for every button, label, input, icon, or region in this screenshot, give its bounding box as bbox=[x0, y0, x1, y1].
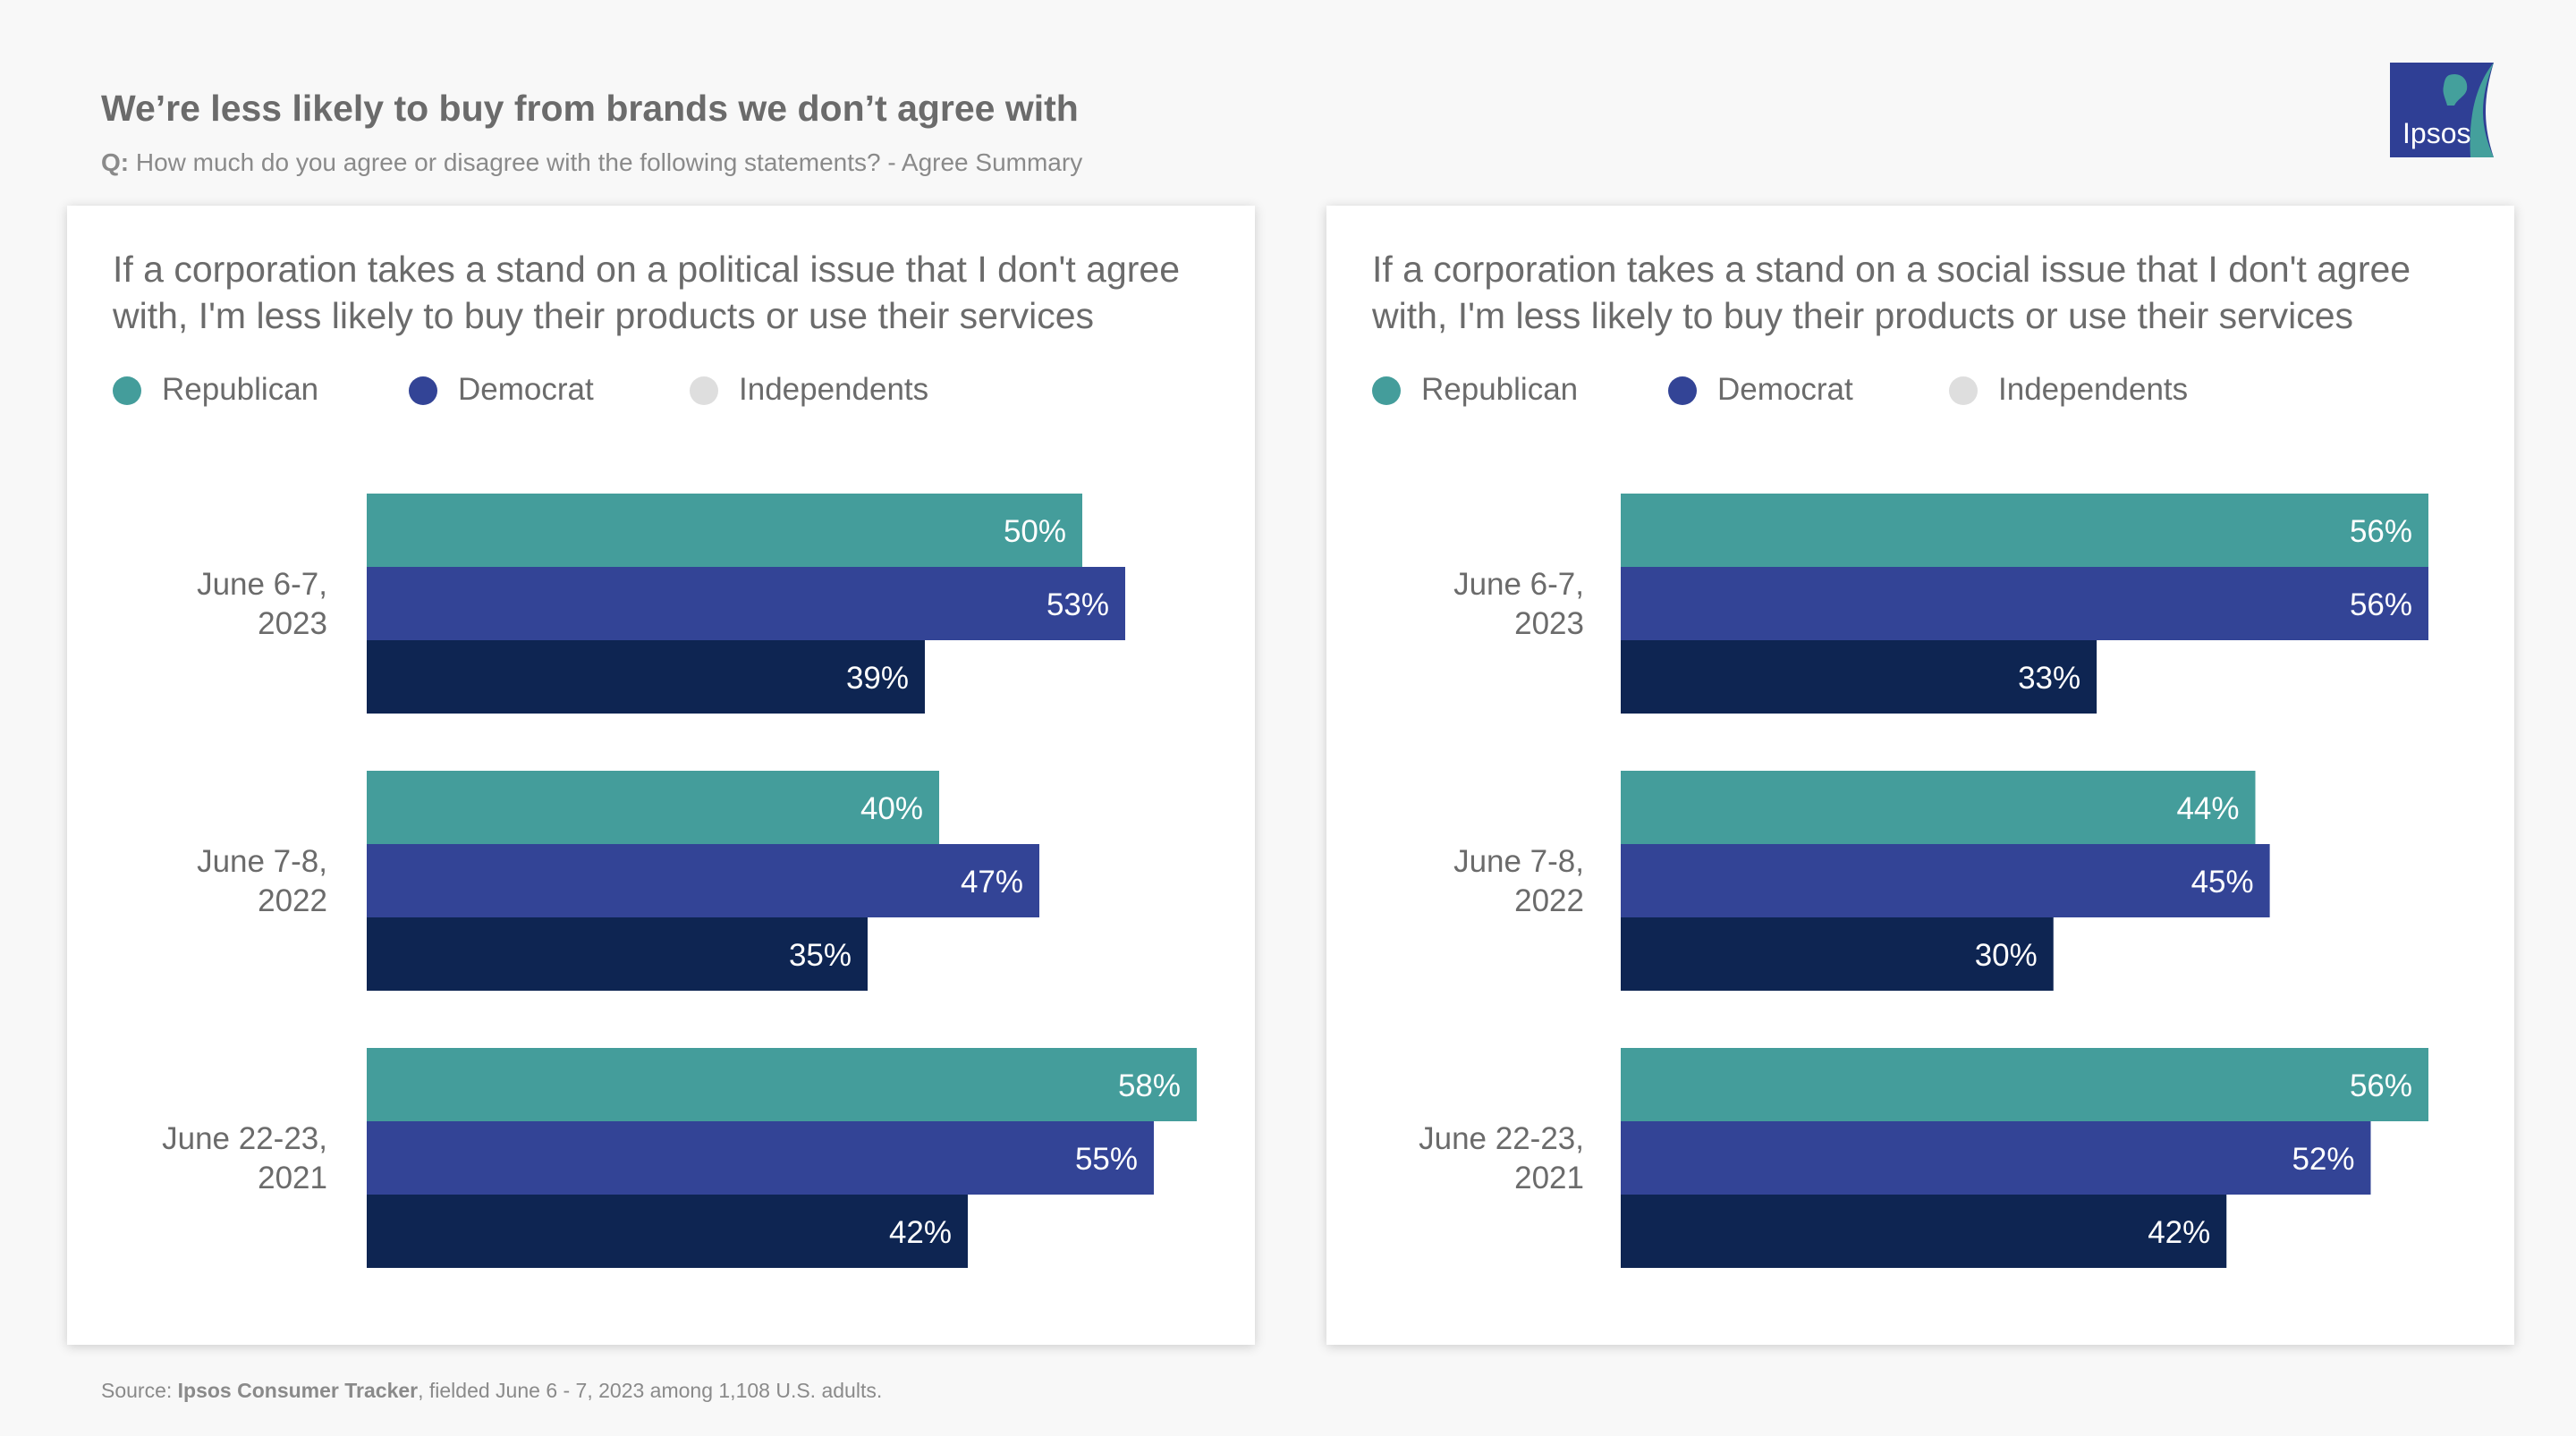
category-label-1-line-0: June 7-8, bbox=[197, 844, 327, 879]
data-label-independents-2: 42% bbox=[2148, 1215, 2210, 1250]
bar-republican-1 bbox=[1621, 771, 2256, 844]
chart-title-social: If a corporation takes a stand on a soci… bbox=[1372, 249, 2411, 336]
category-label-2-line-1: 2021 bbox=[1514, 1161, 1584, 1195]
bar-democrat-1 bbox=[367, 844, 1039, 917]
data-label-independents-1: 35% bbox=[789, 938, 852, 973]
ipsos-logo-icon: Ipsos bbox=[2390, 63, 2494, 157]
ipsos-logo-text: Ipsos bbox=[2402, 117, 2470, 149]
bar-democrat-0 bbox=[1621, 567, 2428, 640]
chart-card-political: If a corporation takes a stand on a poli… bbox=[67, 206, 1255, 1345]
data-label-republican-2: 58% bbox=[1118, 1069, 1181, 1103]
data-label-democrat-0: 53% bbox=[1046, 587, 1109, 622]
bar-democrat-2 bbox=[367, 1121, 1154, 1195]
data-label-democrat-0: 56% bbox=[2350, 587, 2412, 622]
source-note: Source: Ipsos Consumer Tracker, fielded … bbox=[101, 1379, 882, 1403]
source-name: Ipsos Consumer Tracker bbox=[177, 1379, 419, 1402]
category-label-0-line-0: June 6-7, bbox=[197, 567, 327, 602]
legend-dot-independents bbox=[690, 376, 718, 405]
legend-label-independents: Independents bbox=[1998, 372, 2189, 407]
data-label-democrat-1: 45% bbox=[2191, 865, 2254, 900]
data-label-republican-1: 44% bbox=[2176, 791, 2239, 826]
data-label-democrat-2: 52% bbox=[2292, 1142, 2354, 1177]
data-label-republican-0: 50% bbox=[1004, 514, 1066, 549]
category-label-1-line-1: 2022 bbox=[1514, 883, 1584, 918]
bar-independents-2 bbox=[1621, 1195, 2227, 1268]
bar-republican-0 bbox=[367, 494, 1082, 567]
bar-democrat-2 bbox=[1621, 1121, 2371, 1195]
legend-label-republican: Republican bbox=[1421, 372, 1579, 407]
legend-label-independents: Independents bbox=[739, 372, 929, 407]
data-label-independents-0: 33% bbox=[2018, 661, 2080, 696]
legend-dot-democrat bbox=[409, 376, 437, 405]
legend-dot-republican bbox=[113, 376, 141, 405]
ipsos-logo: Ipsos bbox=[2390, 63, 2494, 157]
question-text: How much do you agree or disagree with t… bbox=[135, 148, 1083, 176]
data-label-independents-0: 39% bbox=[846, 661, 909, 696]
bar-independents-1 bbox=[367, 917, 868, 991]
category-label-0-line-0: June 6-7, bbox=[1453, 567, 1584, 602]
bar-independents-1 bbox=[1621, 917, 2054, 991]
bar-democrat-0 bbox=[367, 567, 1125, 640]
bar-independents-0 bbox=[1621, 640, 2097, 714]
data-label-republican-0: 56% bbox=[2350, 514, 2412, 549]
data-label-republican-2: 56% bbox=[2350, 1069, 2412, 1103]
legend-dot-independents bbox=[1949, 376, 1978, 405]
legend-dot-democrat bbox=[1668, 376, 1697, 405]
bar-independents-0 bbox=[367, 640, 925, 714]
bar-republican-2 bbox=[1621, 1048, 2428, 1121]
category-label-1-line-1: 2022 bbox=[258, 883, 327, 918]
data-label-democrat-2: 55% bbox=[1075, 1142, 1138, 1177]
legend-label-republican: Republican bbox=[162, 372, 319, 407]
data-label-democrat-1: 47% bbox=[961, 865, 1023, 900]
legend-label-democrat: Democrat bbox=[458, 372, 594, 407]
bar-chart-political: 50% 53% 39% June 6-7, 2023 40% 47% 35% June 7-8,… bbox=[162, 494, 1197, 1268]
category-label-0-line-1: 2023 bbox=[1514, 606, 1584, 641]
bar-republican-1 bbox=[367, 771, 939, 844]
bar-republican-0 bbox=[1621, 494, 2428, 567]
question-prefix: Q: bbox=[101, 148, 130, 176]
chart-title-political: If a corporation takes a stand on a poli… bbox=[113, 249, 1181, 336]
bar-republican-2 bbox=[367, 1048, 1197, 1121]
category-label-2-line-0: June 22-23, bbox=[162, 1121, 327, 1156]
data-label-independents-1: 30% bbox=[1975, 938, 2038, 973]
source-prefix: Source: bbox=[101, 1379, 178, 1402]
legend-dot-republican bbox=[1372, 376, 1401, 405]
bar-independents-2 bbox=[367, 1195, 968, 1268]
question-subtitle: Q: How much do you agree or disagree wit… bbox=[101, 148, 1082, 177]
source-rest: , fielded June 6 - 7, 2023 among 1,108 U… bbox=[418, 1379, 883, 1402]
chart-card-social: If a corporation takes a stand on a soci… bbox=[1326, 206, 2514, 1345]
data-label-republican-1: 40% bbox=[860, 791, 923, 826]
category-label-2-line-0: June 22-23, bbox=[1419, 1121, 1584, 1156]
category-label-0-line-1: 2023 bbox=[258, 606, 327, 641]
page-title: We’re less likely to buy from brands we … bbox=[101, 88, 1079, 129]
data-label-independents-2: 42% bbox=[889, 1215, 952, 1250]
category-label-1-line-0: June 7-8, bbox=[1453, 844, 1584, 879]
bar-chart-social: 56% 56% 33% June 6-7, 2023 44% 45% 30% June 7-8,… bbox=[1419, 494, 2428, 1268]
bar-democrat-1 bbox=[1621, 844, 2270, 917]
category-label-2-line-1: 2021 bbox=[258, 1161, 327, 1195]
legend-label-democrat: Democrat bbox=[1717, 372, 1853, 407]
